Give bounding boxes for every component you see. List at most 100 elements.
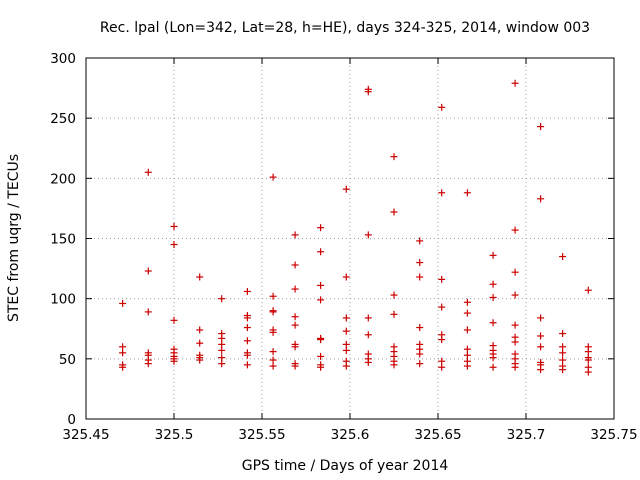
x-tick-label: 325.75 [590,427,637,443]
data-point [390,310,398,318]
data-point [559,253,567,261]
data-point [342,185,350,193]
data-point [342,273,350,281]
data-point [489,363,497,371]
data-point [463,345,471,353]
data-point [537,332,545,340]
data-point [463,298,471,306]
data-point [511,321,519,329]
data-point [291,261,299,269]
data-point [489,280,497,288]
data-point [364,231,372,239]
data-point [144,308,152,316]
data-point [317,224,325,232]
data-point [584,286,592,294]
data-point [342,327,350,335]
data-point [243,337,251,345]
data-point [144,168,152,176]
data-point [170,241,178,249]
data-point [584,348,592,356]
data-point [511,338,519,346]
data-point [196,356,204,364]
data-point [537,343,545,351]
data-point [243,324,251,332]
data-point [559,343,567,351]
data-point [364,331,372,339]
data-point [438,357,446,365]
data-point [317,281,325,289]
data-point [269,308,277,316]
data-point [170,316,178,324]
data-point [438,275,446,283]
data-point [144,267,152,275]
data-point [342,362,350,370]
y-tick-label: 200 [50,171,76,187]
data-point [463,189,471,197]
data-point [269,292,277,300]
x-tick-label: 325.55 [238,427,285,443]
y-tick-label: 50 [59,352,76,368]
data-point [511,226,519,234]
data-point [243,351,251,359]
data-point [416,259,424,267]
data-point [269,362,277,370]
data-point [390,153,398,161]
data-point [342,346,350,354]
data-point [218,346,226,354]
data-point [196,326,204,334]
y-tick-label: 100 [50,292,76,308]
plot-frame [85,57,615,420]
data-point [119,343,127,351]
y-tick-label: 150 [50,232,76,248]
data-point [269,348,277,356]
data-point [291,313,299,321]
data-point [438,189,446,197]
data-point [511,79,519,87]
data-point [243,361,251,369]
data-point [537,366,545,374]
data-point [438,363,446,371]
data-point [537,123,545,131]
data-point [438,103,446,111]
data-point [463,309,471,317]
data-point [390,208,398,216]
data-point [511,291,519,299]
data-point [463,351,471,359]
data-point [537,314,545,322]
data-point [364,314,372,322]
data-point [317,363,325,371]
data-point [317,336,325,344]
data-point [196,339,204,347]
x-tick-label: 325.45 [62,427,109,443]
data-point [489,319,497,327]
data-point [416,360,424,368]
y-tick-label: 300 [50,51,76,67]
data-point [218,340,226,348]
data-points [119,79,592,376]
data-point [364,358,372,366]
data-point [559,349,567,357]
chart-title: Rec. lpal (Lon=342, Lat=28, h=HE), days … [100,20,590,36]
data-point [438,336,446,344]
data-point [291,321,299,329]
data-point [144,360,152,368]
data-point [537,195,545,203]
data-point [559,356,567,364]
y-tick-label: 250 [50,111,76,127]
data-point [170,357,178,365]
x-tick-label: 325.65 [414,427,461,443]
data-point [317,352,325,360]
data-point [291,231,299,239]
data-point [416,350,424,358]
data-point [364,88,372,96]
data-point [416,273,424,281]
data-point [489,354,497,362]
data-point [291,285,299,293]
data-point [218,360,226,368]
y-axis-label: STEC from uqrg / TECUs [6,154,22,322]
data-point [511,363,519,371]
data-point [243,287,251,295]
data-point [119,349,127,357]
data-point [243,314,251,322]
data-point [269,173,277,181]
